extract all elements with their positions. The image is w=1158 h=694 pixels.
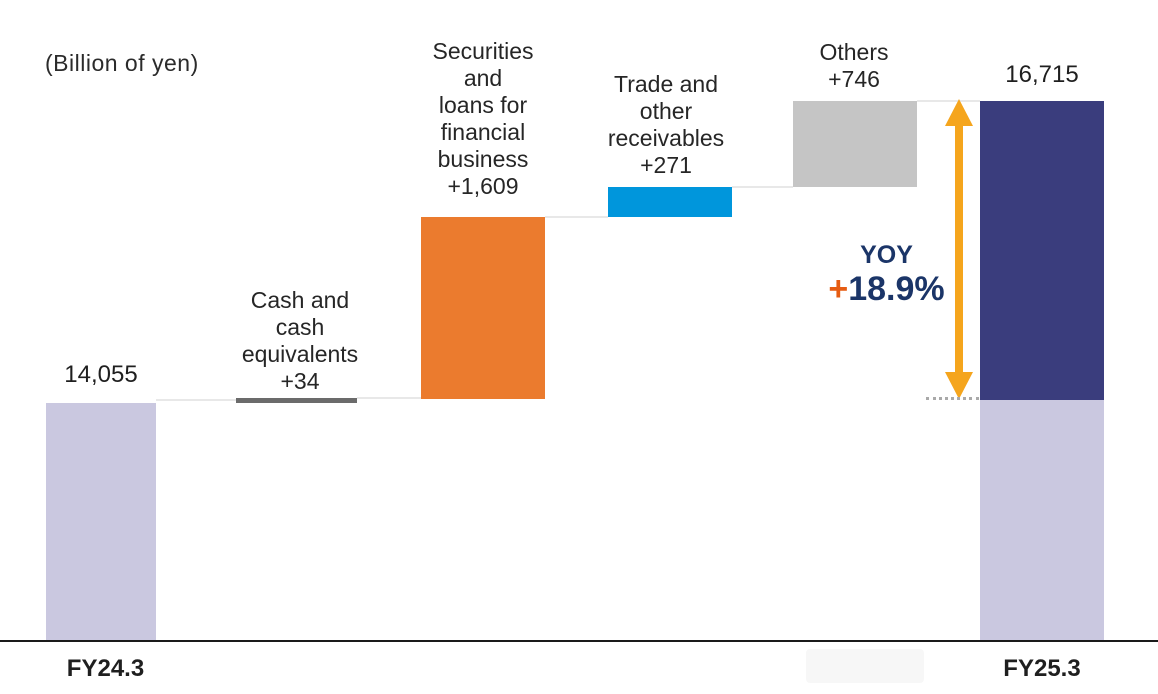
dotted-reference-line [926, 397, 979, 400]
connector-line-5 [917, 100, 980, 102]
yoy-plus-sign: + [828, 270, 849, 308]
connector-line-2 [357, 397, 421, 399]
column-label-trade: Trade and other receivables +271 [607, 71, 725, 178]
baseline-axis [0, 640, 1158, 642]
column-label-securities: Securities and loans for financial busin… [432, 38, 534, 199]
bar-trade-receivables [608, 187, 732, 217]
value-label-fy25: 16,715 [1005, 61, 1079, 88]
yoy-annotation: YOY +18.9% [804, 241, 969, 307]
connector-line-4 [732, 186, 793, 188]
connector-line-3 [545, 216, 608, 218]
axis-label-fy25: FY25.3 [1003, 655, 1081, 682]
unit-label: (Billion of yen) [45, 50, 199, 76]
bar-fy25-increase [980, 101, 1104, 400]
column-label-cash: Cash and cash equivalents +34 [241, 287, 359, 394]
yoy-value: +18.9% [804, 271, 969, 307]
bar-cash-equivalents [236, 398, 357, 403]
axis-label-fy24: FY24.3 [66, 655, 145, 682]
yoy-percent: 18.9% [848, 270, 945, 308]
value-label-fy24: 14,055 [64, 361, 138, 388]
yoy-range-arrow-icon [945, 99, 973, 399]
faded-watermark [806, 649, 924, 683]
yoy-label: YOY [860, 241, 913, 269]
bar-fy24-total [46, 403, 156, 641]
bar-securities-loans [421, 217, 545, 399]
connector-line-1 [156, 399, 236, 401]
bar-fy25-base [980, 400, 1104, 641]
column-label-others: Others +746 [819, 39, 889, 92]
bar-others [793, 101, 917, 187]
